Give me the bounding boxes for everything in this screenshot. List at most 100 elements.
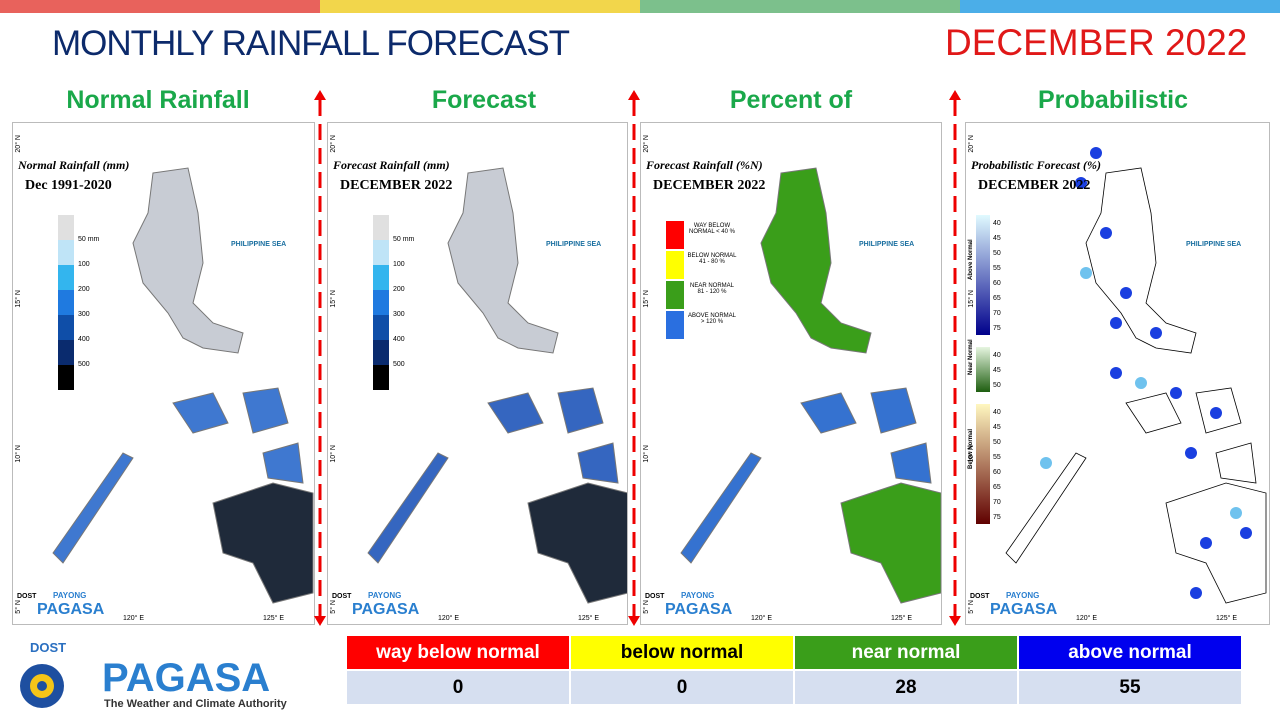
map-title: Normal Rainfall (mm) [18,158,130,172]
table-value: 55 [1019,671,1243,704]
lon-label: 125° E [891,615,913,622]
legend-label: 400 [78,336,90,343]
legend-group-name: Above Normal [968,239,974,280]
brand-name: PAGASA [990,601,1058,618]
map-title: Probabilistic Forecast (%) [971,158,1101,172]
brand-name: PAGASA [352,601,420,618]
station-dot [1210,407,1222,419]
panel-heading: Normal Rainfall [66,86,250,114]
legend-label: 45 [993,424,1001,431]
legend-label: 500 [393,361,405,368]
separator [949,90,961,626]
station-dot [1135,377,1147,389]
legend-swatch [373,315,389,340]
legend-label: 65 [993,295,1001,302]
island [1125,392,1182,434]
brand-top: PAYONG [1006,591,1040,600]
legend-label: ABOVE NORMAL > 120 % [687,313,736,325]
table-value: 28 [795,671,1019,704]
island [52,452,134,564]
legend-label: 75 [993,325,1001,332]
legend-label: 55 [993,265,1001,272]
legend-label: 50 mm [393,236,415,243]
legend-label: 75 [993,514,1001,521]
legend-swatch [58,240,74,265]
island [680,452,762,564]
sea-label: PHILIPPINE SEA [231,241,287,248]
brand-name: PAGASA [37,601,105,618]
legend-label: 45 [993,235,1001,242]
legend-swatch [373,290,389,315]
legend-label: 300 [78,311,90,318]
table-value: 0 [571,671,795,704]
legend-label: 100 [393,261,405,268]
legend-swatch [666,311,684,339]
legend-label: 50 [993,250,1001,257]
legend-swatch [58,365,74,390]
map [1005,147,1267,604]
lat-label: 5° N [643,600,650,614]
station-dot [1185,447,1197,459]
table-header: near normal [795,636,1019,669]
island [132,167,244,354]
sea-label: PHILIPPINE SEA [1186,241,1242,248]
lat-label: 10° N [15,445,22,463]
slide-period: DECEMBER 2022 [945,22,1248,63]
island [577,442,619,484]
map-period: DECEMBER 2022 [653,178,766,193]
lon-label: 120° E [123,615,145,622]
logo-icon [20,664,64,708]
island [262,442,304,484]
legend-label: 50 [993,382,1001,389]
lat-label: 15° N [643,290,650,308]
island [1085,167,1197,354]
map [52,167,314,604]
island [890,442,932,484]
island [447,167,559,354]
lat-label: 10° N [330,445,337,463]
table-value: 0 [347,671,571,704]
logo-agency: DOST [30,640,67,655]
legend-swatch [373,265,389,290]
legend-bar [976,404,990,524]
brand-top: PAYONG [53,591,87,600]
legend-label: BELOW NORMAL 41 - 80 % [687,253,737,265]
island [172,392,229,434]
lon-label: 125° E [263,615,285,622]
lat-label: 20° N [330,135,337,153]
station-dot [1110,317,1122,329]
brand-top: PAYONG [681,591,715,600]
legend-label: 40 [993,352,1001,359]
brand-top: PAYONG [368,591,402,600]
legend-label: 50 mm [78,236,100,243]
lat-label: 15° N [968,290,975,308]
legend-label: WAY BELOW NORMAL < 40 % [689,223,735,235]
lon-label: 120° E [1076,615,1098,622]
legend-group-name: Near Normal [968,338,974,375]
table-header: below normal [571,636,795,669]
map-panel: Forecast Rainfall (mm) DECEMBER 2022 PHILI… [327,122,628,625]
island [760,167,872,354]
separator [314,90,326,626]
legend-label: 400 [393,336,405,343]
island [840,482,941,604]
island [212,482,314,604]
legend-label: 200 [393,286,405,293]
island [487,392,544,434]
legend-label: 40 [993,220,1001,227]
legend-swatch [666,251,684,279]
legend-swatch [666,221,684,249]
map-title: Forecast Rainfall (%N) [646,158,763,172]
island [557,387,604,434]
map-panel: Forecast Rainfall (%N) DECEMBER 2022 PHILI… [640,122,942,625]
map-period: Dec 1991-2020 [25,178,112,193]
island [242,387,289,434]
legend-label: 70 [993,310,1001,317]
logo-tagline: The Weather and Climate Authority [104,698,287,710]
legend-label: 300 [393,311,405,318]
lat-label: 20° N [968,135,975,153]
lon-label: 125° E [578,615,600,622]
panel-heading: Probabilistic [1037,86,1189,114]
legend-swatch [58,315,74,340]
map [367,167,627,604]
